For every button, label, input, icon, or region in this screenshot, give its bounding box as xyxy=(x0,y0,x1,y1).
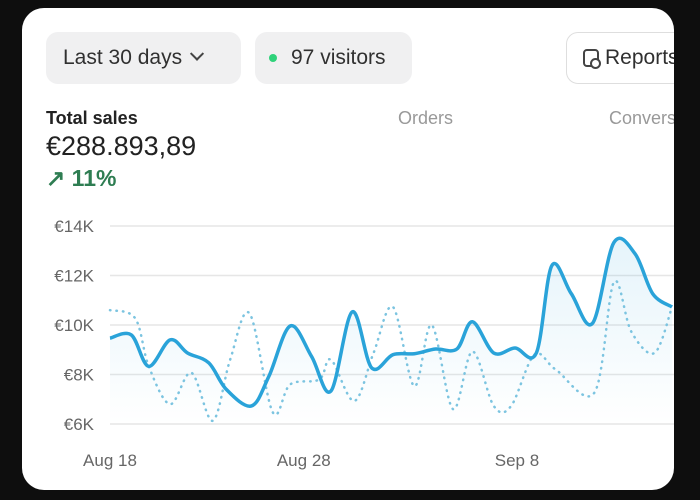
date-range-label: Last 30 days xyxy=(63,46,183,69)
visitors-count: 97 visitors xyxy=(291,46,386,69)
y-tick-label: €8K xyxy=(64,366,95,385)
x-tick-label: Aug 28 xyxy=(277,451,331,470)
orders-tab[interactable]: Orders xyxy=(398,108,454,128)
sales-chart: €14K €12K €10K €8K €6K Aug 18 Aug 28 Sep 8 xyxy=(54,217,674,470)
total-sales-label[interactable]: Total sales xyxy=(46,108,138,128)
y-tick-label: €6K xyxy=(64,415,95,434)
sales-change-value: 11% xyxy=(71,165,117,191)
arrow-up-right-icon: ↗ xyxy=(46,165,66,191)
report-search-icon xyxy=(583,49,601,69)
y-tick-label: €12K xyxy=(54,267,94,286)
y-tick-label: €14K xyxy=(54,217,94,236)
sales-card: Last 30 days 97 visitors Reports Total s… xyxy=(22,8,674,490)
x-tick-label: Aug 18 xyxy=(83,451,137,470)
sales-change: ↗ 11% xyxy=(46,165,116,192)
x-tick-label: Sep 8 xyxy=(495,451,539,470)
date-range-dropdown[interactable]: Last 30 days xyxy=(46,32,241,84)
live-visitors-badge[interactable]: 97 visitors xyxy=(255,32,412,84)
conversion-tab[interactable]: Conversion rate xyxy=(609,108,674,128)
total-sales-value: €288.893,89 xyxy=(46,131,197,161)
live-dot-icon xyxy=(269,54,277,62)
reports-label: Reports xyxy=(605,46,674,69)
reports-button[interactable]: Reports xyxy=(566,32,674,84)
y-tick-label: €10K xyxy=(54,316,94,335)
current-series-area xyxy=(110,238,672,424)
